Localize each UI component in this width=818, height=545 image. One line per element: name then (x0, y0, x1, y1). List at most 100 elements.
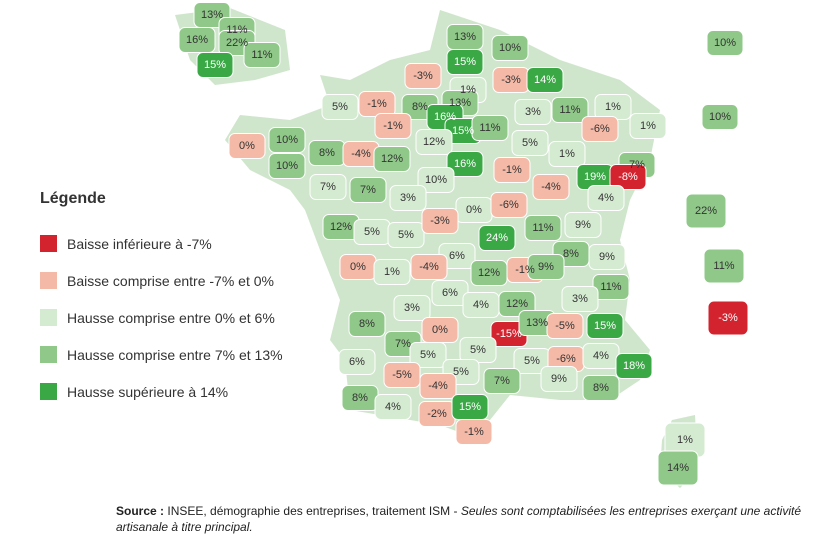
legend-swatch (40, 235, 57, 252)
region-label: 13% (454, 31, 476, 43)
region-label: 4% (385, 401, 401, 413)
region-label: 7% (395, 338, 411, 350)
region (268, 127, 306, 153)
region (490, 192, 528, 218)
region-label: 3% (400, 192, 416, 204)
region-label: 1% (384, 266, 400, 278)
region-label: 8% (412, 101, 428, 113)
region-label: 22% (695, 205, 717, 217)
region-label: 8% (563, 248, 579, 260)
region (551, 97, 589, 123)
region-label: -8% (618, 171, 638, 183)
region-label: 5% (398, 229, 414, 241)
region-label: 13% (526, 317, 548, 329)
region (373, 146, 411, 172)
region-label: -1% (502, 164, 522, 176)
region-label: -5% (555, 320, 575, 332)
region-label: 15% (459, 401, 481, 413)
region-label: 11% (479, 122, 500, 134)
region-label: 9% (551, 373, 567, 385)
region (706, 30, 744, 56)
region-label: 5% (332, 101, 348, 113)
region (404, 63, 442, 89)
region (178, 27, 216, 53)
legend-label: Baisse inférieure à -7% (67, 235, 212, 252)
region-label: 16% (186, 34, 208, 46)
region (657, 450, 699, 486)
region (410, 254, 448, 280)
region (582, 375, 620, 401)
region-label: -6% (590, 123, 610, 135)
legend-item: Hausse comprise entre 0% et 6% (40, 309, 275, 326)
region-label: 9% (575, 219, 591, 231)
region-label: -4% (419, 261, 439, 273)
region (349, 177, 387, 203)
region-label: -4% (541, 181, 561, 193)
region-label: 22% (226, 37, 248, 49)
region (707, 300, 749, 336)
region-label: 12% (423, 136, 445, 148)
region-label: 3% (404, 302, 420, 314)
region-label: 9% (599, 251, 615, 263)
legend-swatch (40, 309, 57, 326)
region-label: 0% (239, 140, 255, 152)
region (703, 248, 745, 284)
region (483, 368, 521, 394)
region (348, 311, 386, 337)
region (321, 94, 359, 120)
region-label: 11% (559, 104, 580, 116)
region-label: 5% (420, 349, 436, 361)
region-label: -3% (501, 74, 521, 86)
region-label: 10% (425, 174, 447, 186)
region (548, 141, 586, 167)
region (471, 115, 509, 141)
region (511, 130, 549, 156)
region (387, 222, 425, 248)
region-label: 11% (251, 49, 272, 61)
legend-item: Baisse inférieure à -7% (40, 235, 212, 252)
region-label: 12% (478, 267, 500, 279)
region-label: 8% (359, 318, 375, 330)
legend-label: Hausse comprise entre 0% et 6% (67, 309, 275, 326)
region-label: 10% (276, 134, 298, 146)
legend-item: Hausse supérieure à 14% (40, 383, 228, 400)
region (524, 215, 562, 241)
region-label: -3% (718, 312, 738, 324)
region-label: 5% (453, 366, 469, 378)
region-label: 0% (350, 261, 366, 273)
region (701, 104, 739, 130)
region-label: -3% (413, 70, 433, 82)
region (383, 362, 421, 388)
region-label: 1% (677, 434, 693, 446)
region (373, 259, 411, 285)
region-label: 1% (460, 84, 476, 96)
region-label: 1% (640, 120, 656, 132)
region-label: 3% (525, 106, 541, 118)
region-label: -5% (392, 369, 412, 381)
region-label: 15% (452, 125, 474, 137)
region (478, 225, 516, 251)
region-label: 5% (470, 344, 486, 356)
region-label: 10% (276, 160, 298, 172)
region (417, 167, 455, 193)
region-label: 3% (572, 293, 588, 305)
region-label: 18% (623, 360, 645, 372)
region-label: 19% (584, 171, 606, 183)
region (615, 353, 653, 379)
region-label: 1% (605, 101, 621, 113)
region-label: 13% (449, 97, 471, 109)
region-label: 8% (593, 382, 609, 394)
region-label: 5% (522, 137, 538, 149)
region-label: -4% (351, 148, 371, 160)
region-label: 5% (524, 355, 540, 367)
region-label: 15% (204, 59, 226, 71)
region (586, 313, 624, 339)
region-label: 9% (538, 261, 554, 273)
region-label: -2% (427, 408, 447, 420)
region (527, 254, 565, 280)
region (629, 113, 667, 139)
region-label: 24% (486, 232, 508, 244)
legend-swatch (40, 383, 57, 400)
region-label: 12% (381, 153, 403, 165)
region-label: 4% (598, 192, 614, 204)
